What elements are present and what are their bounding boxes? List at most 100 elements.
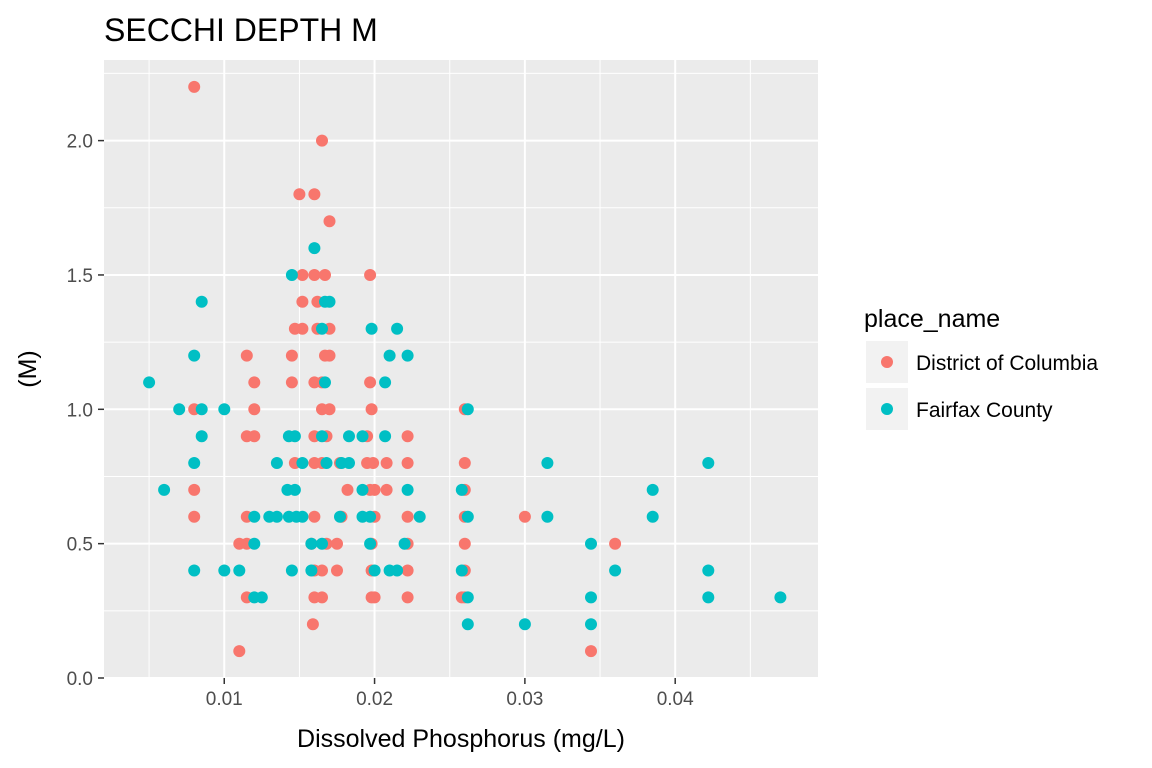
point-fairfax-county (248, 537, 261, 550)
point-fairfax-county (702, 591, 715, 604)
point-district-of-columbia (401, 430, 414, 443)
point-district-of-columbia (308, 510, 321, 523)
point-fairfax-county (270, 457, 283, 469)
point-district-of-columbia (296, 322, 309, 335)
point-fairfax-county (455, 564, 468, 577)
point-fairfax-county (379, 376, 392, 389)
point-fairfax-county (308, 242, 321, 255)
y-tick-label: 0.5 (67, 535, 93, 556)
point-fairfax-county (455, 483, 468, 496)
point-district-of-columbia (233, 645, 246, 658)
point-fairfax-county (296, 510, 309, 523)
point-district-of-columbia (323, 403, 336, 416)
y-tick-label: 2.0 (67, 132, 93, 153)
point-fairfax-county (319, 376, 331, 389)
point-district-of-columbia (319, 269, 331, 281)
point-fairfax-county (320, 457, 333, 469)
minor-gridlines (104, 60, 818, 678)
point-fairfax-county (609, 564, 622, 577)
point-fairfax-county (188, 349, 201, 362)
point-fairfax-county (305, 564, 318, 577)
point-fairfax-county (288, 430, 301, 443)
point-district-of-columbia (458, 457, 471, 469)
point-fairfax-county (379, 430, 392, 443)
point-district-of-columbia (331, 564, 343, 577)
point-fairfax-county (391, 564, 404, 577)
point-fairfax-county (270, 510, 283, 523)
point-district-of-columbia (331, 537, 343, 550)
data-points (143, 80, 787, 658)
point-district-of-columbia (240, 349, 253, 362)
point-district-of-columbia (293, 188, 306, 201)
point-fairfax-county (391, 322, 404, 335)
point-fairfax-county (316, 322, 328, 335)
point-district-of-columbia (285, 376, 298, 389)
point-fairfax-county (646, 510, 659, 523)
point-fairfax-county (368, 564, 381, 577)
point-district-of-columbia (585, 645, 597, 658)
point-district-of-columbia (296, 269, 309, 281)
point-fairfax-county (585, 537, 597, 550)
point-fairfax-county (356, 483, 369, 496)
point-fairfax-county (233, 564, 246, 577)
plot-panel (104, 60, 818, 678)
point-fairfax-county (285, 269, 298, 281)
point-district-of-columbia (367, 457, 380, 469)
legend-item-district-of-columbia: District of Columbia (866, 341, 1098, 383)
x-axis-title: Dissolved Phosphorus (mg/L) (297, 725, 625, 753)
x-axis-ticks: 0.01 0.02 0.03 0.04 (206, 678, 694, 710)
point-district-of-columbia (188, 483, 201, 496)
point-fairfax-county (285, 564, 298, 577)
point-fairfax-county (218, 403, 231, 416)
point-district-of-columbia (323, 215, 336, 228)
point-fairfax-county (364, 510, 377, 523)
point-fairfax-county (401, 349, 414, 362)
point-fairfax-county (218, 564, 231, 577)
point-fairfax-county (541, 510, 554, 523)
point-fairfax-county (461, 591, 474, 604)
legend-item-fairfax-county: Fairfax County (866, 388, 1053, 430)
point-district-of-columbia (364, 269, 377, 281)
point-fairfax-county (248, 510, 261, 523)
point-fairfax-county (461, 403, 474, 416)
point-fairfax-county (143, 376, 156, 389)
point-fairfax-county (398, 537, 411, 550)
point-fairfax-county (173, 403, 186, 416)
point-district-of-columbia (380, 483, 393, 496)
y-tick-label: 1.0 (67, 400, 93, 421)
point-fairfax-county (774, 591, 787, 604)
legend-dot-fairfax-county (881, 403, 893, 415)
point-fairfax-county (316, 430, 328, 443)
y-tick-label: 1.5 (67, 266, 93, 287)
point-fairfax-county (585, 591, 597, 604)
point-district-of-columbia (401, 564, 414, 577)
point-fairfax-county (383, 349, 396, 362)
point-district-of-columbia (188, 80, 201, 93)
point-fairfax-county (188, 457, 201, 469)
point-fairfax-county (255, 591, 268, 604)
x-tick-label: 0.03 (506, 689, 543, 710)
point-fairfax-county (364, 537, 377, 550)
point-district-of-columbia (316, 134, 328, 147)
point-district-of-columbia (364, 376, 377, 389)
legend-title: place_name (864, 305, 1000, 333)
legend-label-fairfax-county: Fairfax County (916, 399, 1053, 422)
point-district-of-columbia (248, 403, 261, 416)
point-fairfax-county (461, 618, 474, 631)
x-tick-label: 0.04 (657, 689, 694, 710)
x-tick-label: 0.01 (206, 689, 243, 710)
point-fairfax-county (195, 403, 208, 416)
point-district-of-columbia (458, 537, 471, 550)
point-district-of-columbia (188, 510, 201, 523)
point-fairfax-county (518, 618, 531, 631)
point-district-of-columbia (365, 403, 378, 416)
point-district-of-columbia (308, 269, 321, 281)
point-fairfax-county (195, 295, 208, 308)
point-district-of-columbia (323, 349, 336, 362)
point-district-of-columbia (368, 591, 381, 604)
point-fairfax-county (188, 564, 201, 577)
point-district-of-columbia (248, 430, 261, 443)
point-fairfax-county (646, 483, 659, 496)
point-fairfax-county (702, 564, 715, 577)
